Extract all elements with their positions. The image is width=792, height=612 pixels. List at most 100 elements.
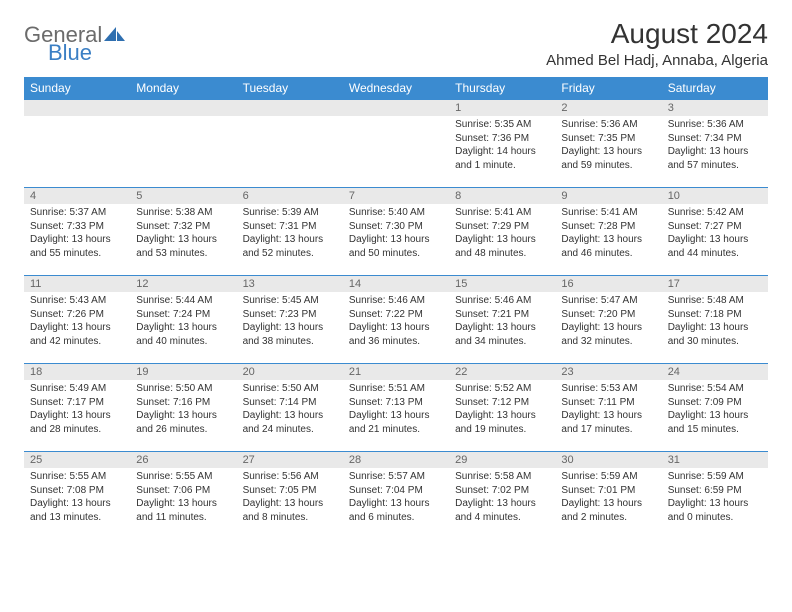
day-data: Sunrise: 5:44 AMSunset: 7:24 PMDaylight:… [130, 292, 236, 350]
sunset-text: Sunset: 7:34 PM [668, 132, 762, 146]
daylight-text: Daylight: 13 hours and 44 minutes. [668, 233, 762, 260]
calendar-day-cell: 23Sunrise: 5:53 AMSunset: 7:11 PMDayligh… [555, 364, 661, 452]
sunrise-text: Sunrise: 5:54 AM [668, 382, 762, 396]
day-data: Sunrise: 5:59 AMSunset: 6:59 PMDaylight:… [662, 468, 768, 526]
calendar-day-cell: 7Sunrise: 5:40 AMSunset: 7:30 PMDaylight… [343, 188, 449, 276]
calendar-week-row: 1Sunrise: 5:35 AMSunset: 7:36 PMDaylight… [24, 100, 768, 188]
sunset-text: Sunset: 7:20 PM [561, 308, 655, 322]
sunset-text: Sunset: 7:31 PM [243, 220, 337, 234]
sunset-text: Sunset: 7:33 PM [30, 220, 124, 234]
day-data: Sunrise: 5:57 AMSunset: 7:04 PMDaylight:… [343, 468, 449, 526]
daylight-text: Daylight: 13 hours and 15 minutes. [668, 409, 762, 436]
sunset-text: Sunset: 7:01 PM [561, 484, 655, 498]
daylight-text: Daylight: 13 hours and 11 minutes. [136, 497, 230, 524]
calendar-day-cell: 2Sunrise: 5:36 AMSunset: 7:35 PMDaylight… [555, 100, 661, 188]
daylight-text: Daylight: 13 hours and 24 minutes. [243, 409, 337, 436]
sunset-text: Sunset: 7:26 PM [30, 308, 124, 322]
day-number: 31 [662, 452, 768, 468]
daylight-text: Daylight: 13 hours and 38 minutes. [243, 321, 337, 348]
sunset-text: Sunset: 7:29 PM [455, 220, 549, 234]
page-header: GeneralBlue August 2024 Ahmed Bel Hadj, … [24, 18, 768, 69]
day-number: 2 [555, 100, 661, 116]
day-number: 3 [662, 100, 768, 116]
sunrise-text: Sunrise: 5:37 AM [30, 206, 124, 220]
sunrise-text: Sunrise: 5:51 AM [349, 382, 443, 396]
sunrise-text: Sunrise: 5:40 AM [349, 206, 443, 220]
day-number-empty [130, 100, 236, 116]
day-number: 4 [24, 188, 130, 204]
calendar-body: 1Sunrise: 5:35 AMSunset: 7:36 PMDaylight… [24, 100, 768, 540]
day-data: Sunrise: 5:35 AMSunset: 7:36 PMDaylight:… [449, 116, 555, 174]
day-data: Sunrise: 5:36 AMSunset: 7:34 PMDaylight:… [662, 116, 768, 174]
daylight-text: Daylight: 13 hours and 0 minutes. [668, 497, 762, 524]
sunrise-text: Sunrise: 5:57 AM [349, 470, 443, 484]
calendar-day-cell: 14Sunrise: 5:46 AMSunset: 7:22 PMDayligh… [343, 276, 449, 364]
day-data: Sunrise: 5:47 AMSunset: 7:20 PMDaylight:… [555, 292, 661, 350]
day-number: 23 [555, 364, 661, 380]
calendar-day-cell: 13Sunrise: 5:45 AMSunset: 7:23 PMDayligh… [237, 276, 343, 364]
sunrise-text: Sunrise: 5:59 AM [668, 470, 762, 484]
sunrise-text: Sunrise: 5:41 AM [455, 206, 549, 220]
calendar-day-cell [130, 100, 236, 188]
calendar-day-cell: 17Sunrise: 5:48 AMSunset: 7:18 PMDayligh… [662, 276, 768, 364]
daylight-text: Daylight: 13 hours and 4 minutes. [455, 497, 549, 524]
calendar-day-cell: 16Sunrise: 5:47 AMSunset: 7:20 PMDayligh… [555, 276, 661, 364]
sunrise-text: Sunrise: 5:46 AM [455, 294, 549, 308]
sunset-text: Sunset: 7:13 PM [349, 396, 443, 410]
sunset-text: Sunset: 7:08 PM [30, 484, 124, 498]
calendar-week-row: 4Sunrise: 5:37 AMSunset: 7:33 PMDaylight… [24, 188, 768, 276]
day-number: 30 [555, 452, 661, 468]
sunset-text: Sunset: 7:11 PM [561, 396, 655, 410]
sunrise-text: Sunrise: 5:58 AM [455, 470, 549, 484]
calendar-day-cell: 18Sunrise: 5:49 AMSunset: 7:17 PMDayligh… [24, 364, 130, 452]
sunset-text: Sunset: 7:35 PM [561, 132, 655, 146]
day-data: Sunrise: 5:55 AMSunset: 7:06 PMDaylight:… [130, 468, 236, 526]
calendar-day-cell: 9Sunrise: 5:41 AMSunset: 7:28 PMDaylight… [555, 188, 661, 276]
calendar-week-row: 18Sunrise: 5:49 AMSunset: 7:17 PMDayligh… [24, 364, 768, 452]
daylight-text: Daylight: 13 hours and 42 minutes. [30, 321, 124, 348]
sunset-text: Sunset: 7:30 PM [349, 220, 443, 234]
day-number: 26 [130, 452, 236, 468]
logo-sail-icon [104, 26, 126, 46]
weekday-header: Friday [555, 77, 661, 100]
weekday-header: Tuesday [237, 77, 343, 100]
sunset-text: Sunset: 7:27 PM [668, 220, 762, 234]
daylight-text: Daylight: 13 hours and 13 minutes. [30, 497, 124, 524]
calendar-day-cell: 11Sunrise: 5:43 AMSunset: 7:26 PMDayligh… [24, 276, 130, 364]
weekday-header: Saturday [662, 77, 768, 100]
sunset-text: Sunset: 7:04 PM [349, 484, 443, 498]
calendar-day-cell: 24Sunrise: 5:54 AMSunset: 7:09 PMDayligh… [662, 364, 768, 452]
calendar-day-cell: 5Sunrise: 5:38 AMSunset: 7:32 PMDaylight… [130, 188, 236, 276]
title-block: August 2024 Ahmed Bel Hadj, Annaba, Alge… [546, 18, 768, 69]
daylight-text: Daylight: 13 hours and 46 minutes. [561, 233, 655, 260]
day-data: Sunrise: 5:59 AMSunset: 7:01 PMDaylight:… [555, 468, 661, 526]
day-data: Sunrise: 5:42 AMSunset: 7:27 PMDaylight:… [662, 204, 768, 262]
calendar-day-cell: 8Sunrise: 5:41 AMSunset: 7:29 PMDaylight… [449, 188, 555, 276]
sunrise-text: Sunrise: 5:55 AM [136, 470, 230, 484]
sunrise-text: Sunrise: 5:46 AM [349, 294, 443, 308]
sunset-text: Sunset: 7:14 PM [243, 396, 337, 410]
day-data: Sunrise: 5:45 AMSunset: 7:23 PMDaylight:… [237, 292, 343, 350]
day-number-empty [237, 100, 343, 116]
sunrise-text: Sunrise: 5:38 AM [136, 206, 230, 220]
day-number: 18 [24, 364, 130, 380]
day-data: Sunrise: 5:53 AMSunset: 7:11 PMDaylight:… [555, 380, 661, 438]
day-number: 11 [24, 276, 130, 292]
day-data: Sunrise: 5:37 AMSunset: 7:33 PMDaylight:… [24, 204, 130, 262]
daylight-text: Daylight: 13 hours and 59 minutes. [561, 145, 655, 172]
calendar-day-cell: 25Sunrise: 5:55 AMSunset: 7:08 PMDayligh… [24, 452, 130, 540]
day-number: 7 [343, 188, 449, 204]
sunset-text: Sunset: 7:21 PM [455, 308, 549, 322]
month-title: August 2024 [546, 18, 768, 50]
sunrise-text: Sunrise: 5:56 AM [243, 470, 337, 484]
daylight-text: Daylight: 13 hours and 21 minutes. [349, 409, 443, 436]
day-data: Sunrise: 5:43 AMSunset: 7:26 PMDaylight:… [24, 292, 130, 350]
day-number: 22 [449, 364, 555, 380]
logo-text-blue: Blue [48, 42, 92, 64]
sunrise-text: Sunrise: 5:45 AM [243, 294, 337, 308]
calendar-day-cell: 27Sunrise: 5:56 AMSunset: 7:05 PMDayligh… [237, 452, 343, 540]
day-number: 5 [130, 188, 236, 204]
calendar-day-cell: 15Sunrise: 5:46 AMSunset: 7:21 PMDayligh… [449, 276, 555, 364]
calendar-week-row: 25Sunrise: 5:55 AMSunset: 7:08 PMDayligh… [24, 452, 768, 540]
daylight-text: Daylight: 14 hours and 1 minute. [455, 145, 549, 172]
